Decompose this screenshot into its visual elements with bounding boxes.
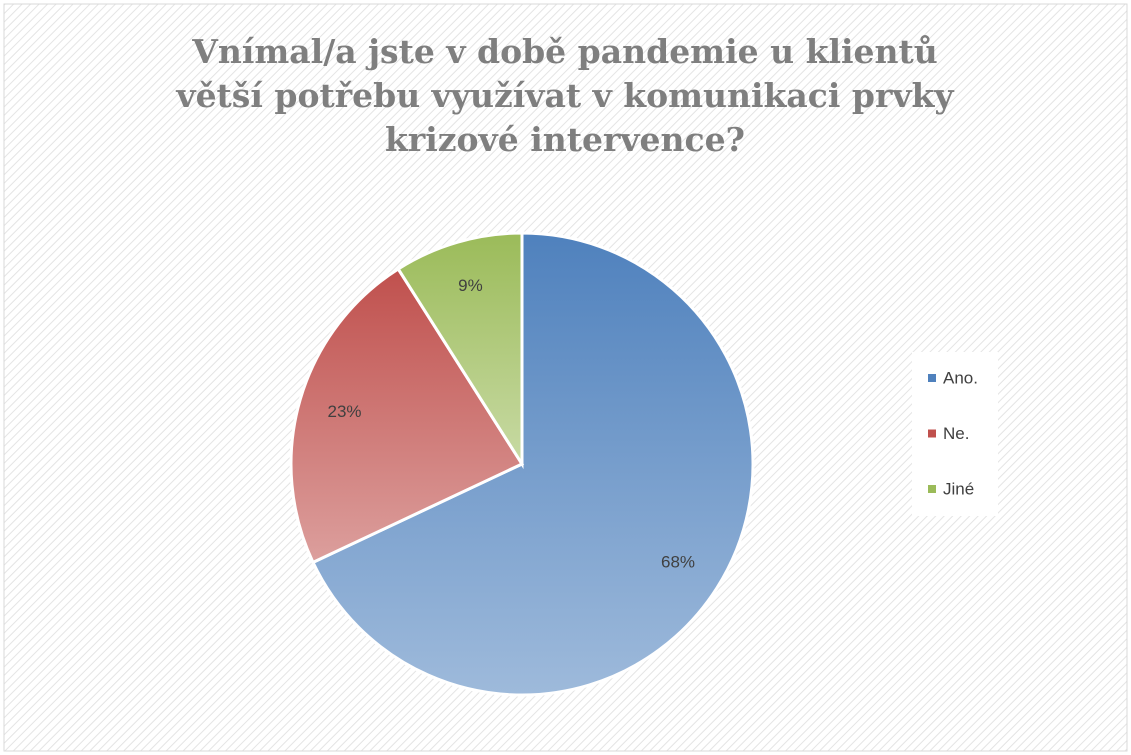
chart-title: Vnímal/a jste v době pandemie u klientů … [176,32,954,159]
pie-slice [310,231,755,697]
legend-label: Ne. [943,424,969,443]
pie-slice [396,231,524,470]
pie-slice [289,266,525,565]
legend-swatch [928,485,936,493]
data-label: 68% [661,553,695,572]
legend-swatch [928,374,936,382]
legend-swatch [928,429,936,438]
legend-label: Jiné [943,479,974,498]
data-label: 23% [328,402,362,421]
legend-box [912,352,998,516]
data-label: 9% [458,276,483,295]
legend-label: Ano. [943,368,978,387]
